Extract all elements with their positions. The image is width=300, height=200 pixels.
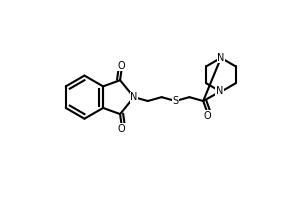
Text: O: O bbox=[203, 111, 211, 121]
Text: O: O bbox=[118, 124, 125, 134]
Text: O: O bbox=[118, 61, 125, 71]
Text: S: S bbox=[172, 96, 178, 106]
Text: N: N bbox=[216, 86, 223, 96]
Text: N: N bbox=[217, 53, 225, 63]
Text: N: N bbox=[130, 92, 138, 102]
